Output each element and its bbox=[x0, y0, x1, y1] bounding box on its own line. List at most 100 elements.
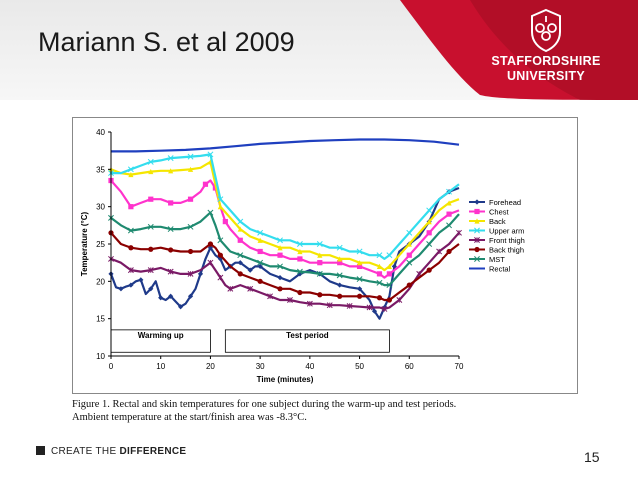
data-point bbox=[237, 271, 243, 277]
legend-item: Chest bbox=[469, 208, 510, 217]
data-point bbox=[187, 153, 194, 160]
data-point bbox=[148, 246, 154, 252]
data-point bbox=[217, 252, 223, 258]
data-point bbox=[376, 263, 383, 269]
data-point bbox=[168, 200, 174, 206]
data-point bbox=[376, 271, 383, 277]
series-upper-arm bbox=[108, 151, 460, 260]
data-point bbox=[317, 260, 323, 266]
data-point bbox=[381, 306, 388, 312]
data-point bbox=[297, 256, 303, 262]
data-point bbox=[426, 219, 432, 225]
data-point bbox=[474, 256, 480, 262]
data-point bbox=[168, 247, 174, 253]
data-point bbox=[217, 237, 224, 244]
data-point bbox=[336, 272, 343, 279]
series-back bbox=[108, 159, 460, 272]
data-point bbox=[237, 237, 243, 243]
data-point bbox=[316, 241, 323, 247]
data-point bbox=[391, 263, 397, 269]
data-point bbox=[147, 158, 154, 165]
data-point bbox=[207, 209, 214, 216]
data-point bbox=[446, 188, 453, 195]
data-point bbox=[127, 227, 134, 234]
data-point bbox=[386, 271, 392, 277]
data-point bbox=[366, 304, 373, 311]
caption-line-2: Ambient temperature at the start/finish … bbox=[72, 412, 307, 423]
data-point bbox=[436, 248, 443, 255]
data-point bbox=[227, 285, 234, 292]
data-point bbox=[167, 226, 174, 233]
series-line bbox=[110, 211, 460, 287]
legend-item: Back thigh bbox=[469, 246, 524, 255]
series-front-thigh bbox=[108, 229, 462, 312]
x-tick-label: 0 bbox=[109, 362, 114, 371]
temperature-chart: Warming up Test period 10 15 20 25 30 35 40 0 10 2… bbox=[80, 128, 525, 384]
series-line bbox=[110, 160, 460, 272]
series-line bbox=[111, 138, 460, 153]
data-point bbox=[356, 263, 363, 269]
data-point bbox=[217, 196, 224, 203]
header-banner: Mariann S. et al 2009 STAFFORDSHIRE UNIV… bbox=[0, 0, 638, 100]
data-point bbox=[168, 293, 174, 299]
data-point bbox=[376, 279, 383, 286]
data-point bbox=[147, 267, 154, 274]
data-point bbox=[426, 267, 432, 273]
data-point bbox=[446, 222, 453, 229]
figure-caption: Figure 1. Rectal and skin temperatures f… bbox=[72, 398, 592, 424]
data-point bbox=[187, 223, 194, 230]
data-point bbox=[207, 241, 214, 247]
data-point bbox=[207, 151, 214, 158]
data-point bbox=[386, 252, 393, 259]
data-point bbox=[474, 199, 480, 205]
data-point bbox=[277, 237, 283, 244]
y-tick-label: 40 bbox=[96, 128, 105, 137]
legend-label: Chest bbox=[489, 208, 510, 217]
data-point bbox=[207, 245, 214, 251]
series-line bbox=[110, 179, 460, 279]
data-point bbox=[426, 207, 433, 214]
footer-text-bold: DIFFERENCE bbox=[119, 446, 187, 457]
data-point bbox=[316, 270, 323, 277]
data-point bbox=[237, 252, 244, 259]
data-point bbox=[187, 270, 194, 277]
data-point bbox=[337, 260, 343, 266]
data-point bbox=[202, 181, 209, 187]
data-point bbox=[306, 300, 313, 307]
footer-tagline: CREATE THE DIFFERENCE bbox=[36, 446, 186, 457]
data-point bbox=[337, 256, 343, 262]
x-axis-label: Time (minutes) bbox=[257, 375, 314, 384]
y-tick-label: 25 bbox=[96, 240, 105, 249]
data-point bbox=[277, 286, 283, 292]
data-point bbox=[207, 259, 214, 266]
data-point bbox=[167, 155, 174, 162]
axes: 10 15 20 25 30 35 40 0 10 20 30 40 50 60 70 Time (minut… bbox=[80, 128, 464, 384]
data-point bbox=[237, 218, 244, 225]
data-point bbox=[317, 292, 323, 298]
data-point bbox=[158, 295, 164, 301]
logo-subtitle: UNIVERSITY bbox=[506, 69, 585, 83]
data-point bbox=[148, 168, 154, 175]
data-point bbox=[474, 227, 480, 234]
legend-label: Rectal bbox=[489, 265, 511, 274]
legend-label: Upper arm bbox=[489, 227, 524, 236]
data-point bbox=[426, 230, 432, 236]
data-point bbox=[148, 286, 154, 292]
data-point bbox=[127, 166, 134, 173]
data-point bbox=[222, 219, 228, 225]
slide-title: Mariann S. et al 2009 bbox=[38, 27, 295, 57]
x-tick-label: 40 bbox=[305, 362, 314, 371]
period-label: Test period bbox=[286, 331, 329, 340]
data-point bbox=[128, 245, 134, 251]
data-point bbox=[356, 286, 363, 292]
data-point bbox=[406, 241, 412, 247]
data-point bbox=[474, 237, 480, 243]
series-line bbox=[109, 186, 460, 320]
data-point bbox=[406, 252, 412, 258]
data-point bbox=[197, 271, 204, 277]
data-point bbox=[336, 244, 343, 251]
series-mst bbox=[108, 209, 460, 289]
data-point bbox=[296, 268, 303, 275]
data-point bbox=[247, 285, 254, 292]
data-point bbox=[277, 263, 283, 270]
